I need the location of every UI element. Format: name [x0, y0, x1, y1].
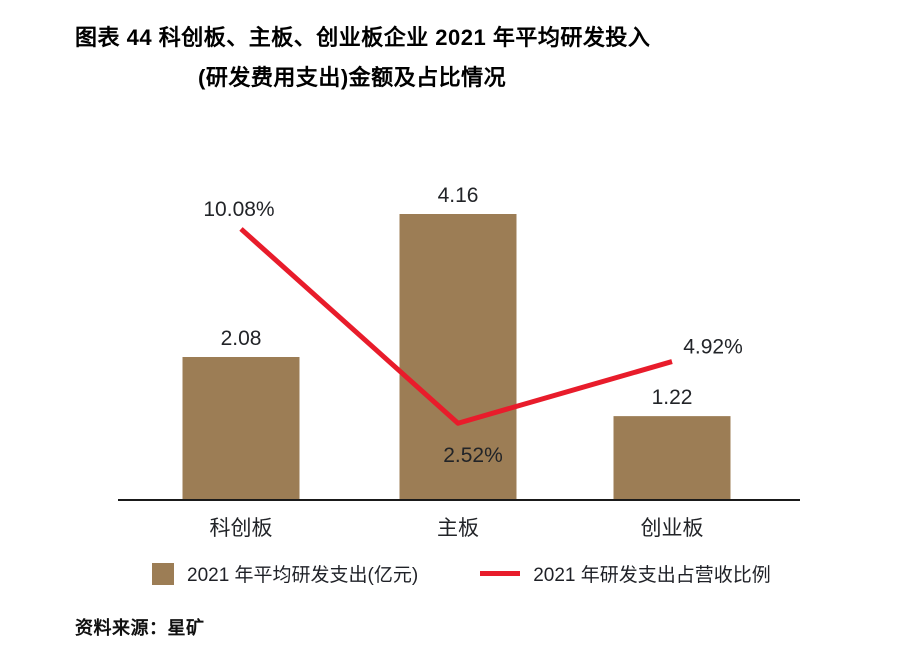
- bar-2: [613, 416, 731, 500]
- line-point-label-1: 2.52%: [443, 444, 503, 467]
- combo-chart-svg: 2.08 科创板 4.16 主板 1.22 创业板 10.08% 2.52% 4.92%: [118, 184, 800, 540]
- source-note: 资料来源：星矿: [75, 618, 205, 638]
- bar-series-label: 2021 年平均研发支出(亿元): [187, 565, 419, 586]
- line-point-label-0: 10.08%: [203, 198, 274, 221]
- line-series-swatch-icon: [480, 571, 521, 576]
- figure-title-line1: 图表 44 科创板、主板、创业板企业 2021 年平均研发投入: [75, 25, 651, 50]
- legend-item-line-series: 2021 年研发支出占营收比例: [480, 560, 771, 587]
- x-axis-label-2: 创业板: [641, 517, 704, 540]
- x-axis-label-0: 科创板: [210, 517, 273, 540]
- chart-canvas: 2.08 科创板 4.16 主板 1.22 创业板 10.08% 2.52% 4.92%: [0, 130, 922, 550]
- line-series-label: 2021 年研发支出占营收比例: [533, 565, 771, 586]
- bar-series-swatch-icon: [152, 562, 174, 585]
- bar-0: [182, 357, 300, 500]
- line-point-label-2: 4.92%: [683, 336, 743, 359]
- bar-1: [399, 214, 517, 500]
- bar-value-label-0: 2.08: [221, 327, 262, 350]
- x-axis-label-1: 主板: [437, 517, 479, 540]
- legend-item-bar-series: 2021 年平均研发支出(亿元): [152, 560, 418, 587]
- bar-value-label-2: 1.22: [652, 386, 693, 409]
- figure-title: 图表 44 科创板、主板、创业板企业 2021 年平均研发投入 (研发费用支出)…: [75, 18, 650, 98]
- figure-title-line2: (研发费用支出)金额及占比情况: [198, 65, 507, 90]
- chart-legend: 2021 年平均研发支出(亿元) 2021 年研发支出占营收比例: [152, 560, 771, 587]
- bar-value-label-1: 4.16: [438, 184, 479, 207]
- revenue-ratio-line: [239, 227, 673, 426]
